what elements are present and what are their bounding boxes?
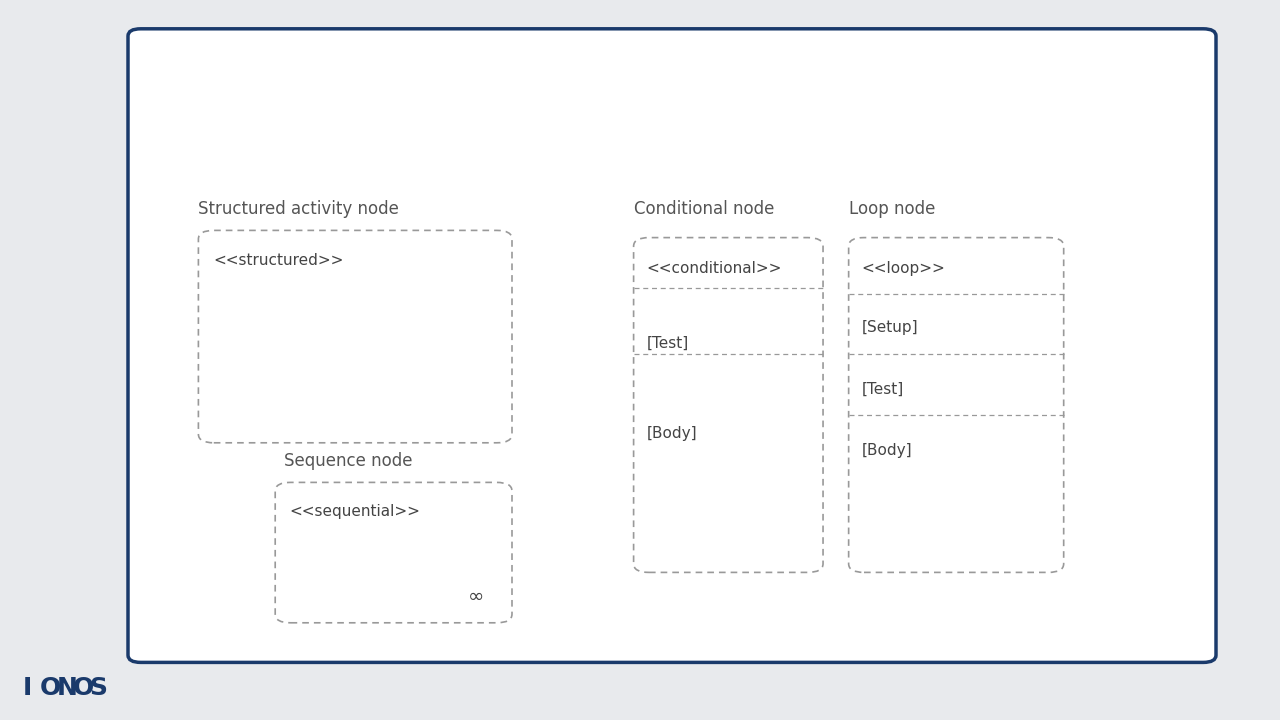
Text: [Body]: [Body] — [861, 443, 913, 458]
Text: <<sequential>>: <<sequential>> — [289, 504, 420, 519]
FancyBboxPatch shape — [198, 230, 512, 443]
Text: <<structured>>: <<structured>> — [214, 253, 344, 269]
Text: O: O — [73, 675, 95, 700]
Text: Sequence node: Sequence node — [284, 452, 412, 470]
Text: [Test]: [Test] — [646, 336, 689, 351]
Text: <<loop>>: <<loop>> — [861, 261, 945, 276]
Text: [Body]: [Body] — [646, 426, 698, 441]
Text: [Test]: [Test] — [861, 382, 904, 397]
Text: Loop node: Loop node — [849, 200, 934, 218]
Text: Structured activity node: Structured activity node — [198, 200, 399, 218]
Text: <<conditional>>: <<conditional>> — [646, 261, 782, 276]
Text: O: O — [40, 675, 61, 700]
FancyBboxPatch shape — [634, 238, 823, 572]
FancyBboxPatch shape — [849, 238, 1064, 572]
FancyBboxPatch shape — [128, 29, 1216, 662]
Text: [Setup]: [Setup] — [861, 320, 918, 336]
FancyBboxPatch shape — [275, 482, 512, 623]
Text: Conditional node: Conditional node — [634, 200, 774, 218]
Text: S: S — [90, 675, 108, 700]
Text: N: N — [56, 675, 77, 700]
Text: I: I — [23, 675, 32, 700]
Text: ∞: ∞ — [467, 588, 484, 606]
